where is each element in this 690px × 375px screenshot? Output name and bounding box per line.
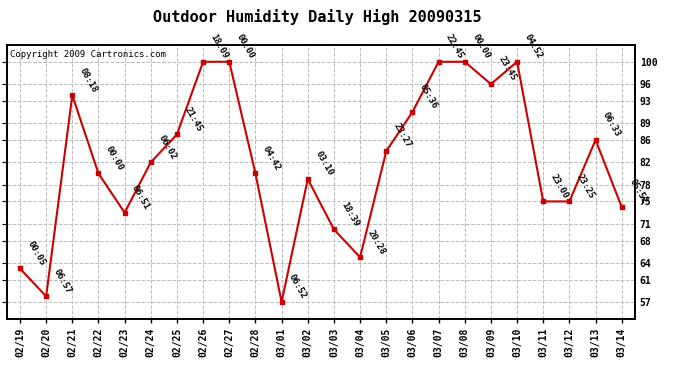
Text: 06:57: 06:57 bbox=[52, 267, 73, 295]
Point bbox=[511, 59, 522, 65]
Point bbox=[67, 92, 78, 98]
Point bbox=[171, 131, 182, 137]
Point bbox=[538, 198, 549, 204]
Text: 23:25: 23:25 bbox=[575, 172, 596, 200]
Point bbox=[302, 176, 313, 182]
Text: 23:27: 23:27 bbox=[392, 122, 413, 150]
Point bbox=[460, 59, 471, 65]
Point bbox=[433, 59, 444, 65]
Text: 00:05: 00:05 bbox=[26, 239, 47, 267]
Point bbox=[93, 171, 104, 177]
Text: 20:28: 20:28 bbox=[366, 228, 387, 256]
Point bbox=[276, 299, 287, 305]
Text: 22:45: 22:45 bbox=[444, 33, 465, 60]
Point bbox=[590, 137, 601, 143]
Point bbox=[616, 204, 627, 210]
Text: 21:45: 21:45 bbox=[183, 105, 204, 133]
Point bbox=[355, 254, 366, 260]
Text: 04:42: 04:42 bbox=[261, 144, 282, 172]
Text: 23:45: 23:45 bbox=[497, 55, 518, 83]
Text: 06:33: 06:33 bbox=[601, 111, 622, 139]
Text: 06:02: 06:02 bbox=[157, 133, 177, 161]
Point bbox=[407, 109, 418, 115]
Text: 06:51: 06:51 bbox=[130, 183, 151, 211]
Text: 05:36: 05:36 bbox=[418, 83, 440, 111]
Point bbox=[14, 266, 26, 272]
Point bbox=[485, 81, 496, 87]
Text: 18:39: 18:39 bbox=[339, 200, 361, 228]
Text: 05:52: 05:52 bbox=[627, 178, 649, 206]
Point bbox=[41, 293, 52, 299]
Text: 00:00: 00:00 bbox=[235, 33, 256, 60]
Text: 23:00: 23:00 bbox=[549, 172, 570, 200]
Text: 04:52: 04:52 bbox=[522, 33, 544, 60]
Point bbox=[224, 59, 235, 65]
Text: 03:10: 03:10 bbox=[313, 150, 335, 178]
Point bbox=[119, 210, 130, 216]
Text: Copyright 2009 Cartronics.com: Copyright 2009 Cartronics.com bbox=[10, 51, 166, 60]
Text: 18:09: 18:09 bbox=[208, 33, 230, 60]
Point bbox=[197, 59, 208, 65]
Text: 08:18: 08:18 bbox=[78, 66, 99, 94]
Point bbox=[250, 171, 261, 177]
Text: 00:00: 00:00 bbox=[104, 144, 126, 172]
Text: 06:52: 06:52 bbox=[287, 273, 308, 301]
Point bbox=[146, 159, 157, 165]
Point bbox=[328, 226, 339, 232]
Text: Outdoor Humidity Daily High 20090315: Outdoor Humidity Daily High 20090315 bbox=[153, 9, 482, 26]
Text: 00:00: 00:00 bbox=[471, 33, 491, 60]
Point bbox=[381, 148, 392, 154]
Point bbox=[564, 198, 575, 204]
